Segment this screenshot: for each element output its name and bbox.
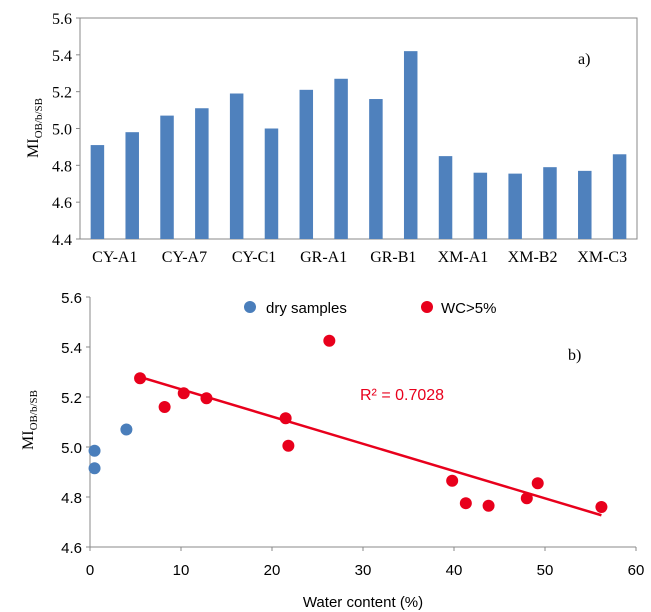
wc-sample-point bbox=[446, 474, 459, 487]
panel-b-y-tick-label: 5.4 bbox=[61, 340, 82, 357]
wc-sample-point bbox=[323, 334, 336, 347]
panel-a-bar bbox=[578, 170, 592, 239]
panel-b-trendline bbox=[139, 375, 602, 517]
panel-a-category-label: CY-A1 bbox=[92, 249, 137, 266]
legend-marker-wc bbox=[421, 301, 433, 313]
wc-sample-point bbox=[158, 401, 171, 413]
r-squared-annotation: R² = 0.7028 bbox=[360, 387, 444, 404]
panel-b-y-ticks: 4.6 4.8 5.0 5.2 5.4 5.6 bbox=[61, 290, 90, 557]
panel-a-y-tick-label: 4.4 bbox=[52, 232, 72, 249]
dry-sample-point bbox=[88, 444, 101, 457]
panel-b-label: b) bbox=[568, 347, 581, 364]
panel-a-bars bbox=[90, 51, 627, 240]
panel-a-category-label: XM-B2 bbox=[508, 249, 558, 266]
panel-a-bar bbox=[369, 99, 383, 240]
wc-sample-point bbox=[279, 412, 292, 425]
panel-b-x-tick-label: 50 bbox=[537, 562, 554, 579]
panel-a-category-label: XM-A1 bbox=[438, 249, 489, 266]
panel-a-category-label: CY-C1 bbox=[232, 249, 276, 266]
panel-b-x-axis-label: Water content (%) bbox=[303, 594, 423, 611]
panel-a-y-axis-label: MIOB/b/SB bbox=[25, 98, 45, 158]
panel-b-legend: dry samples WC>5% bbox=[244, 300, 496, 317]
panel-a-bar bbox=[403, 51, 418, 240]
panel-a-bar bbox=[543, 167, 557, 239]
panel-b-x-tick-label: 10 bbox=[173, 562, 190, 579]
panel-a-y-axis-label-sub: OB/b/SB bbox=[33, 98, 45, 138]
wc-sample-point bbox=[282, 439, 295, 452]
panel-b-y-tick-label: 4.6 bbox=[61, 540, 82, 557]
wc-sample-point bbox=[134, 372, 147, 385]
wc-sample-point bbox=[200, 392, 213, 405]
legend-label-wc: WC>5% bbox=[441, 300, 496, 317]
panel-a-category-label: GR-A1 bbox=[300, 249, 347, 266]
panel-a-bar bbox=[195, 108, 209, 239]
panel-a-y-tick-label: 5.4 bbox=[52, 48, 72, 65]
dry-sample-point bbox=[88, 462, 101, 475]
panel-a-y-tick-label: 4.6 bbox=[52, 195, 72, 212]
panel-b-y-axis-label-sub: OB/b/SB bbox=[28, 390, 40, 430]
panel-a-y-ticks: 4.4 4.6 4.8 5.0 5.2 5.4 5.6 bbox=[52, 11, 80, 249]
panel-a-bar bbox=[160, 115, 174, 239]
panel-a-y-tick-label: 4.8 bbox=[52, 158, 72, 175]
legend-label-dry-samples: dry samples bbox=[266, 300, 347, 317]
dry-sample-point bbox=[120, 423, 133, 436]
panel-a-bar bbox=[299, 89, 314, 239]
panel-a-category-label: GR-B1 bbox=[370, 249, 416, 266]
wc-sample-point bbox=[459, 497, 472, 510]
panel-b-y-tick-label: 5.2 bbox=[61, 390, 82, 407]
panel-a-y-axis-label-main: MI bbox=[25, 138, 42, 158]
panel-b-x-tick-label: 0 bbox=[86, 562, 94, 579]
panel-a-bar bbox=[90, 145, 105, 239]
legend-marker-dry-samples bbox=[244, 301, 256, 313]
panel-b-y-axis-label: MIOB/b/SB bbox=[20, 390, 40, 450]
panel-a-bar-chart: 4.4 4.6 4.8 5.0 5.2 5.4 5.6 CY-A1 CY-A7 CY-C1 GR-… bbox=[25, 11, 638, 266]
panel-a-y-tick-label: 5.2 bbox=[52, 85, 72, 102]
wc-sample-point bbox=[177, 387, 190, 400]
wc-sample-point bbox=[595, 501, 608, 513]
panel-b-y-tick-label: 5.0 bbox=[61, 440, 82, 457]
panel-b-scatter-chart: 4.6 4.8 5.0 5.2 5.4 5.6 0 10 20 30 40 50 60 dry sam… bbox=[20, 290, 644, 611]
panel-a-bar bbox=[229, 93, 244, 239]
panel-b-x-tick-label: 60 bbox=[628, 562, 645, 579]
panel-b-y-tick-label: 4.8 bbox=[61, 490, 82, 507]
panel-a-bar bbox=[334, 78, 348, 240]
panel-a-category-label: CY-A7 bbox=[162, 249, 207, 266]
panel-b-x-tick-label: 30 bbox=[355, 562, 372, 579]
panel-b-x-ticks: 0 10 20 30 40 50 60 bbox=[86, 547, 645, 579]
panel-b-x-tick-label: 20 bbox=[264, 562, 281, 579]
panel-a-bar bbox=[438, 156, 453, 239]
panel-a-bar bbox=[264, 128, 279, 239]
panel-a-category-labels: CY-A1 CY-A7 CY-C1 GR-A1 GR-B1 XM-A1 XM-B2 XM-C3 bbox=[92, 249, 627, 266]
wc-sample-point bbox=[531, 477, 544, 490]
wc-sample-point bbox=[482, 499, 495, 512]
panel-b-x-tick-label: 40 bbox=[446, 562, 463, 579]
panel-b-points bbox=[88, 334, 608, 513]
panel-b-y-tick-label: 5.6 bbox=[61, 290, 82, 307]
panel-a-category-label: XM-C3 bbox=[577, 249, 627, 266]
panel-a-bar bbox=[473, 172, 488, 239]
panel-a-y-tick-label: 5.0 bbox=[52, 122, 72, 139]
panel-a-bar bbox=[508, 173, 522, 239]
panel-a-bar bbox=[125, 132, 139, 239]
panel-b-y-axis-label-main: MI bbox=[20, 430, 37, 450]
panel-a-label: a) bbox=[578, 51, 590, 68]
panel-a-bar bbox=[612, 154, 627, 239]
panel-a-y-tick-label: 5.6 bbox=[52, 11, 72, 28]
wc-sample-point bbox=[520, 492, 533, 505]
